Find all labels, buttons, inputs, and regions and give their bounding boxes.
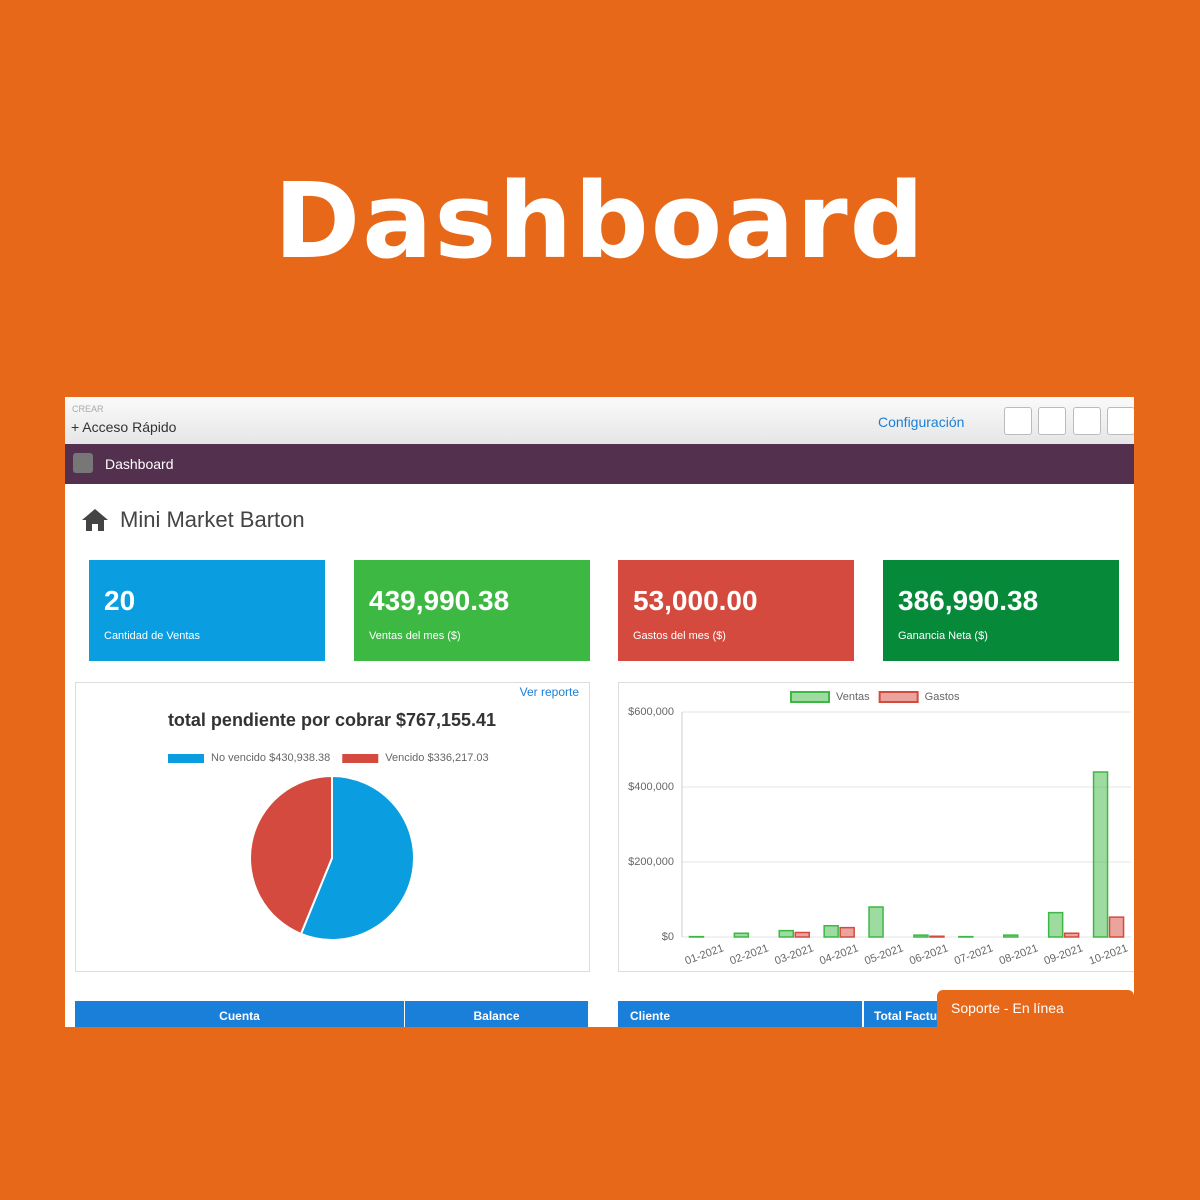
stat-value: 20 [104, 585, 136, 616]
x-tick-label: 09-2021 [1043, 942, 1085, 967]
stat-label: Ventas del mes ($) [369, 630, 461, 642]
bar [1092, 771, 1109, 938]
stat-label: Gastos del mes ($) [633, 630, 726, 642]
bar [1047, 911, 1064, 938]
bar [794, 931, 810, 938]
stat-value: 386,990.38 [898, 585, 1039, 616]
pie-panel: Ver reporte total pendiente por cobrar $… [75, 682, 590, 972]
report-link[interactable]: Ver reporte [519, 685, 579, 699]
config-menu[interactable]: Configuración [878, 414, 965, 430]
support-button[interactable]: Soporte - En línea [937, 990, 1134, 1027]
screenshot: CREAR + Acceso Rápido Configuración Dash… [65, 397, 1134, 1027]
x-tick-label: 03-2021 [773, 942, 815, 967]
table-header: Balance [405, 1001, 588, 1027]
x-tick-label: 07-2021 [953, 942, 995, 967]
topbar: CREAR + Acceso Rápido Configuración [65, 397, 1134, 444]
home-icon [82, 509, 108, 531]
bar [778, 929, 794, 938]
bar [929, 935, 945, 938]
stat-card: 386,990.38 Ganancia Neta ($) [883, 560, 1119, 661]
legend-label: Gastos [925, 691, 960, 703]
bar [913, 934, 929, 938]
create-label: CREAR [72, 404, 104, 414]
help-button[interactable] [1073, 407, 1101, 435]
bar [868, 906, 884, 938]
chart-title: total pendiente por cobrar $767,155.41 [168, 710, 496, 730]
x-tick-label: 01-2021 [683, 942, 725, 967]
stat-card: 20 Cantidad de Ventas [89, 560, 325, 661]
legend-swatch [168, 754, 204, 763]
y-tick-label: $200,000 [628, 856, 674, 868]
legend-label: Ventas [836, 691, 870, 703]
stat-card: 53,000.00 Gastos del mes ($) [618, 560, 854, 661]
bar [823, 925, 839, 938]
y-tick-label: $600,000 [628, 706, 674, 718]
nav-item[interactable]: Dashboard [105, 456, 174, 472]
x-tick-label: 10-2021 [1087, 942, 1129, 967]
bar-chart: $0 $200,000 $400,000 $600,000 Ventas Gastos 01… [628, 691, 1131, 967]
pie-chart: total pendiente por cobrar $767,155.41 No… [168, 710, 496, 941]
y-tick-label: $0 [662, 931, 674, 943]
bar [839, 926, 855, 938]
y-tick-label: $400,000 [628, 781, 674, 793]
quick-access[interactable]: + Acceso Rápido [71, 419, 177, 435]
fullscreen-button[interactable] [1004, 407, 1032, 435]
bar [733, 932, 750, 938]
pie-slice [299, 774, 415, 941]
bar-panel: $0 $200,000 $400,000 $600,000 Ventas Gastos 01… [618, 682, 1134, 972]
legend-swatch [790, 691, 830, 703]
legend-swatch [342, 754, 379, 763]
x-tick-label: 04-2021 [818, 942, 860, 967]
bar [1108, 916, 1125, 938]
stat-value: 53,000.00 [633, 585, 758, 616]
bar [1003, 934, 1019, 938]
page-title: Dashboard [273, 160, 927, 282]
stat-card: 439,990.38 Ventas del mes ($) [354, 560, 590, 661]
bar [1063, 932, 1080, 938]
logout-button[interactable] [1038, 407, 1066, 435]
stat-label: Ganancia Neta ($) [898, 630, 988, 642]
navbar: Dashboard [65, 444, 1134, 484]
stat-value: 439,990.38 [369, 585, 510, 616]
menu-button[interactable] [1107, 407, 1134, 435]
pie-slice [249, 774, 333, 936]
x-tick-label: 08-2021 [998, 942, 1040, 967]
refresh-icon[interactable] [73, 453, 93, 473]
x-tick-label: 06-2021 [908, 942, 950, 967]
x-tick-label: 05-2021 [863, 942, 905, 967]
legend-label: Vencido $336,217.03 [385, 752, 488, 764]
page-heading: Mini Market Barton [120, 507, 305, 532]
table-header: Cuenta [75, 1001, 405, 1027]
stat-label: Cantidad de Ventas [104, 630, 201, 642]
table-header: Cliente [618, 1001, 863, 1027]
legend-label: No vencido $430,938.38 [211, 752, 330, 764]
legend-swatch [878, 691, 919, 703]
x-tick-label: 02-2021 [728, 942, 770, 967]
